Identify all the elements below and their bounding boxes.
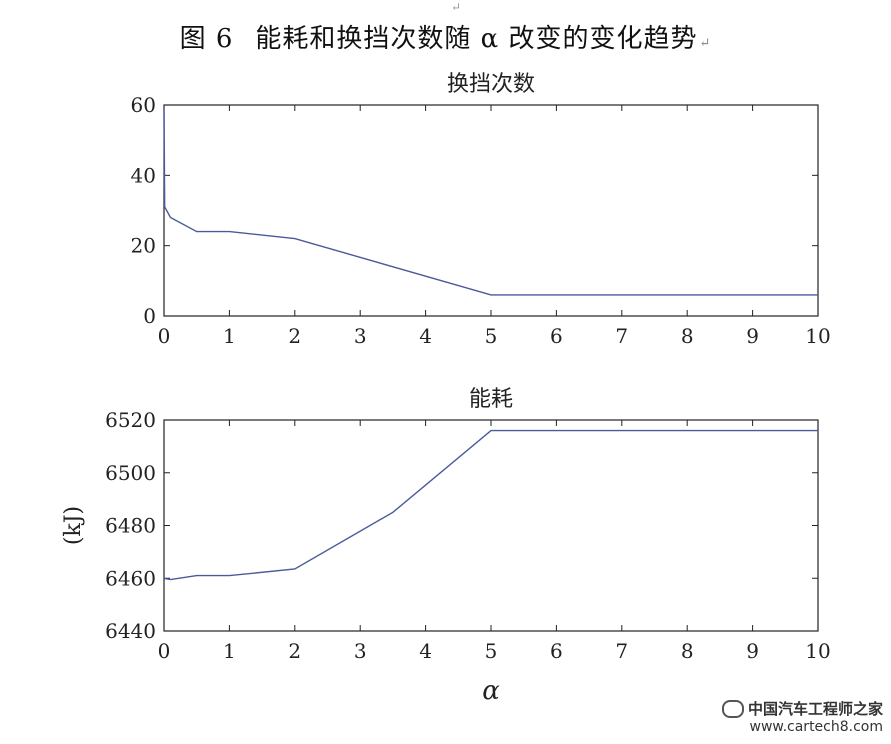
y-tick-label: 6440	[105, 619, 156, 643]
x-tick-label: 5	[485, 324, 498, 348]
y-tick-label: 6520	[105, 408, 156, 432]
wechat-icon	[721, 700, 744, 718]
x-tick-label: 8	[681, 324, 694, 348]
x-tick-label: 3	[354, 639, 367, 663]
x-tick-label: 2	[288, 639, 301, 663]
x-tick-label: 1	[223, 324, 236, 348]
x-tick-label: 4	[419, 639, 432, 663]
chart-title: 换挡次数	[447, 72, 535, 97]
y-tick-label: 60	[131, 93, 156, 117]
x-tick-label: 8	[681, 639, 694, 663]
watermark: 中国汽车工程师之家 www.cartech8.com	[721, 699, 883, 737]
y-tick-label: 0	[143, 304, 156, 328]
x-tick-label: 0	[158, 639, 171, 663]
x-tick-label: 7	[615, 639, 628, 663]
watermark-line1: 中国汽车工程师之家	[747, 699, 883, 718]
y-tick-label: 20	[131, 234, 156, 258]
figure-caption: 图 6 能耗和换挡次数随 α 改变的变化趋势 ↵	[0, 18, 891, 55]
x-tick-label: 0	[158, 324, 171, 348]
paragraph-mark: ↵	[451, 0, 462, 14]
x-tick-label: 10	[805, 324, 830, 348]
plot-frame	[163, 419, 819, 632]
x-tick-label: 2	[288, 324, 301, 348]
x-tick-label: 4	[419, 324, 432, 348]
x-tick-label: 9	[746, 639, 759, 663]
x-tick-label: 3	[354, 324, 367, 348]
x-tick-label: 7	[615, 324, 628, 348]
x-axis-label: α	[482, 676, 500, 706]
figure-caption-text: 能耗和换挡次数随 α 改变的变化趋势	[255, 24, 698, 54]
x-tick-label: 6	[550, 639, 563, 663]
chart-title: 能耗	[469, 387, 513, 412]
y-tick-label: 6500	[105, 461, 156, 485]
x-tick-label: 6	[550, 324, 563, 348]
x-tick-label: 9	[746, 324, 759, 348]
figure-number: 图 6	[179, 24, 234, 54]
series-line-1	[163, 429, 818, 581]
y-tick-label: 6460	[105, 566, 156, 590]
y-axis-label: (kJ)	[61, 506, 86, 545]
x-tick-label: 10	[805, 639, 830, 663]
watermark-line2: www.cartech8.com	[749, 719, 883, 735]
y-tick-label: 6480	[105, 514, 156, 538]
x-tick-label: 1	[223, 639, 236, 663]
x-tick-label: 5	[485, 639, 498, 663]
series-line-1	[163, 108, 818, 296]
paragraph-mark: ↵	[699, 36, 712, 51]
plot-frame	[163, 104, 819, 317]
y-tick-label: 40	[131, 163, 156, 187]
